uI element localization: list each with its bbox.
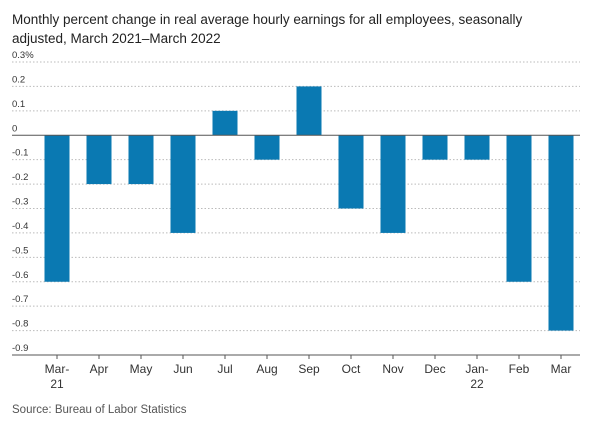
y-tick-label: -0.7 xyxy=(12,294,28,305)
source-note: Source: Bureau of Labor Statistics xyxy=(12,404,187,416)
y-tick-label: -0.9 xyxy=(12,343,28,354)
y-tick-label: 0.1 xyxy=(12,99,25,110)
y-tick-label: -0.2 xyxy=(12,172,28,183)
bar xyxy=(254,135,280,160)
x-tick-label: Jun xyxy=(173,362,192,376)
y-tick-label: -0.4 xyxy=(12,221,28,232)
x-tick-label: Jan-22 xyxy=(465,362,488,391)
x-tick-label: Mar-21 xyxy=(45,362,70,391)
x-tick-label: Jul xyxy=(217,362,232,376)
bar xyxy=(422,135,448,160)
gridlines xyxy=(12,61,580,356)
x-tick-label: Feb xyxy=(509,362,530,376)
x-tick-label: May xyxy=(130,362,153,376)
bar xyxy=(128,135,154,185)
x-tick-label: Mar xyxy=(551,362,572,376)
x-tick-label: Aug xyxy=(256,362,277,376)
axes: 0.3% 0.2 0.1 0 -0.1 -0.2 -0.3 -0.4 -0.5 -0.6 -0.7 -… xyxy=(12,50,580,359)
y-tick-label: -0.1 xyxy=(12,148,28,159)
x-tick-label: Oct xyxy=(342,362,361,376)
y-tick-label: -0.6 xyxy=(12,270,28,281)
x-tick-label: Apr xyxy=(90,362,109,376)
y-tick-label: 0 xyxy=(12,123,17,134)
bar xyxy=(86,135,112,185)
x-tick-label: Sep xyxy=(298,362,320,376)
y-tick-label: 0.2 xyxy=(12,74,25,85)
chart-title: Monthly percent change in real average h… xyxy=(12,12,523,46)
bars xyxy=(44,86,574,331)
x-tick-label: Nov xyxy=(382,362,403,376)
bar xyxy=(506,135,532,282)
bar xyxy=(338,135,364,209)
y-tick-label: 0.3% xyxy=(12,50,34,61)
x-tick-label: Dec xyxy=(424,362,445,376)
y-tick-label: -0.3 xyxy=(12,197,28,208)
bar xyxy=(464,135,490,160)
bar xyxy=(170,135,196,233)
bar xyxy=(44,135,70,282)
bar xyxy=(548,135,574,331)
y-tick-label: -0.8 xyxy=(12,319,28,330)
bar xyxy=(212,110,238,136)
category-labels: Mar-21 Apr May Jun Jul Aug Sep Oct Nov Dec Jan-22 F… xyxy=(45,362,572,391)
bar xyxy=(380,135,406,233)
bar xyxy=(296,86,322,136)
y-tick-label: -0.5 xyxy=(12,245,28,256)
